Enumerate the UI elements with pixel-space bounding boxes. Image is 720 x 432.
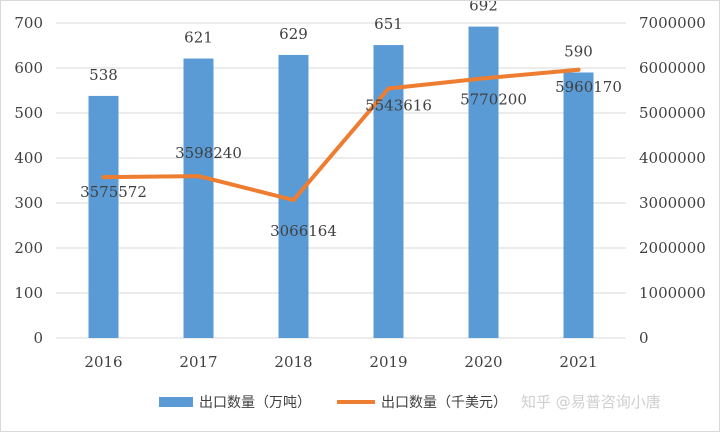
line-point: [101, 175, 106, 180]
bar-value-label: 651: [374, 15, 403, 33]
x-tick-label: 2019: [369, 353, 407, 371]
data-labels: 538 621 629 651 692 590 3575572 3598240 3066164 5…: [80, 1, 622, 240]
gridlines: [56, 22, 626, 339]
right-tick-label: 6000000: [639, 59, 706, 77]
bar: [563, 72, 594, 338]
x-tick-label: 2018: [274, 353, 312, 371]
bar-value-label: 590: [564, 43, 593, 61]
right-tick-label: 7000000: [639, 14, 706, 32]
x-tick-label: 2021: [559, 353, 597, 371]
legend-line-swatch: [337, 400, 375, 404]
left-tick-label: 100: [14, 284, 43, 302]
left-tick-label: 600: [14, 59, 43, 77]
legend-line-label: 出口数量（千美元）: [381, 395, 507, 411]
x-tick-label: 2017: [179, 353, 217, 371]
x-tick-label: 2020: [464, 353, 502, 371]
line-point: [291, 198, 296, 203]
watermark: 知乎 @易普咨询小唐: [521, 393, 661, 411]
line-value-label: 5543616: [365, 97, 432, 115]
right-tick-label: 4000000: [639, 149, 706, 167]
left-tick-label: 500: [14, 104, 43, 122]
line-value-label: 3598240: [175, 144, 242, 162]
line-value-label: 5770200: [460, 90, 527, 108]
line-series: [101, 67, 581, 203]
line-point: [481, 76, 486, 81]
legend-bar-swatch: [159, 397, 193, 407]
line-series-path: [101, 67, 581, 203]
right-tick-label: 3000000: [639, 194, 706, 212]
left-y-axis: 0 100 200 300 400 500 600 700: [14, 14, 43, 347]
left-tick-label: 200: [14, 239, 43, 257]
bar: [88, 95, 119, 339]
line-value-label: 3066164: [270, 222, 337, 240]
left-tick-label: 400: [14, 149, 43, 167]
bar-series: [88, 26, 594, 339]
left-tick-label: 300: [14, 194, 43, 212]
bar: [373, 45, 404, 339]
bar-value-label: 692: [469, 1, 498, 15]
right-tick-label: 0: [639, 329, 649, 347]
left-tick-label: 0: [33, 329, 43, 347]
line-point: [196, 174, 201, 179]
bar: [468, 26, 499, 338]
right-tick-label: 1000000: [639, 284, 706, 302]
line-value-label: 5960170: [555, 78, 622, 96]
legend-item-line: 出口数量（千美元）: [337, 392, 507, 412]
bar-value-label: 538: [89, 66, 118, 84]
bar-value-label: 629: [279, 25, 308, 43]
right-tick-label: 5000000: [639, 104, 706, 122]
left-tick-label: 700: [14, 14, 43, 32]
x-axis: 2016 2017 2018 2019 2020 2021: [84, 353, 597, 371]
line-point: [386, 86, 391, 91]
legend-bar-label: 出口数量（万吨）: [199, 395, 311, 411]
legend-item-bar: 出口数量（万吨）: [159, 392, 311, 412]
x-tick-label: 2016: [84, 353, 122, 371]
bar: [183, 58, 214, 339]
line-value-label: 3575572: [80, 183, 147, 201]
legend: 出口数量（万吨） 出口数量（千美元）: [159, 391, 507, 413]
line-point: [576, 67, 581, 72]
right-tick-label: 2000000: [639, 239, 706, 257]
right-y-axis: 0 1000000 2000000 3000000 4000000 5000000 6000…: [639, 14, 706, 347]
bar-value-label: 621: [184, 29, 213, 47]
